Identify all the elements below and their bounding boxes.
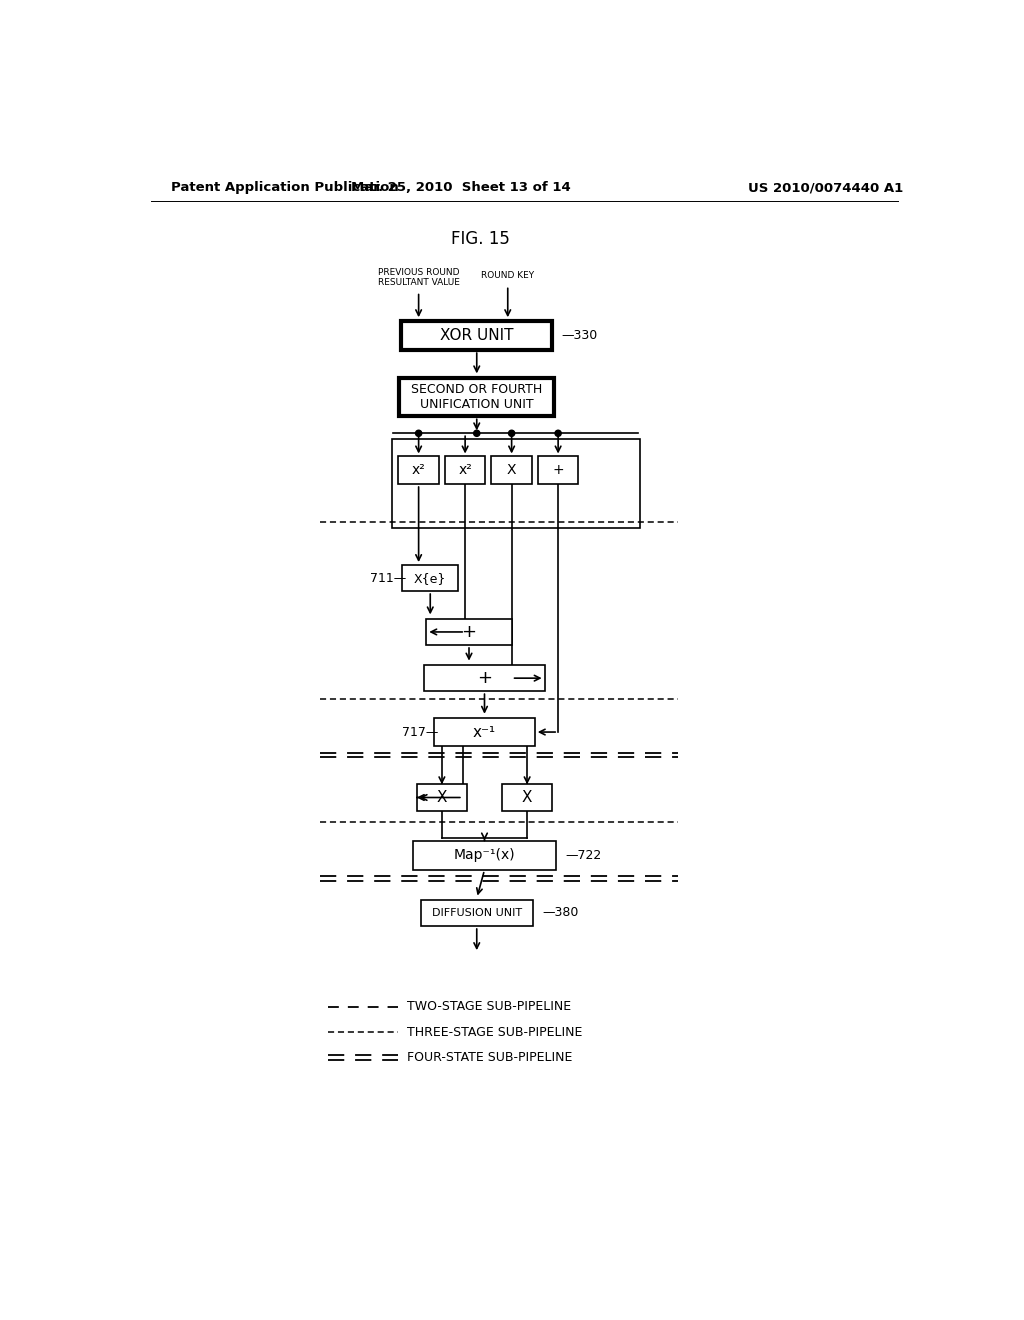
Text: FOUR-STATE SUB-PIPELINE: FOUR-STATE SUB-PIPELINE	[407, 1051, 572, 1064]
Bar	[398, 457, 438, 484]
Bar	[426, 619, 512, 645]
Text: +: +	[552, 463, 564, 478]
Bar	[401, 321, 552, 350]
Text: x²: x²	[412, 463, 426, 478]
Bar	[502, 784, 552, 810]
Bar	[538, 457, 579, 484]
Text: Patent Application Publication: Patent Application Publication	[171, 181, 398, 194]
Bar	[413, 841, 556, 870]
Text: ROUND KEY: ROUND KEY	[481, 271, 535, 280]
Bar	[445, 457, 485, 484]
Text: +: +	[477, 669, 492, 688]
Text: X: X	[522, 789, 532, 805]
Bar	[417, 784, 467, 810]
Text: X: X	[436, 789, 447, 805]
Circle shape	[474, 430, 480, 437]
Text: SECOND OR FOURTH
UNIFICATION UNIT: SECOND OR FOURTH UNIFICATION UNIT	[411, 383, 543, 411]
Text: US 2010/0074440 A1: US 2010/0074440 A1	[748, 181, 903, 194]
Text: XOR UNIT: XOR UNIT	[440, 327, 513, 343]
Text: Mar. 25, 2010  Sheet 13 of 14: Mar. 25, 2010 Sheet 13 of 14	[351, 181, 571, 194]
Circle shape	[509, 430, 515, 437]
Bar	[399, 378, 554, 416]
Text: —330: —330	[561, 329, 598, 342]
Text: X{e}: X{e}	[414, 572, 446, 585]
Bar	[391, 440, 640, 528]
Text: x⁻¹: x⁻¹	[473, 725, 496, 739]
Bar	[492, 457, 531, 484]
Text: THREE-STAGE SUB-PIPELINE: THREE-STAGE SUB-PIPELINE	[407, 1026, 583, 1039]
Bar	[434, 718, 535, 746]
Bar	[424, 665, 545, 692]
Text: TWO-STAGE SUB-PIPELINE: TWO-STAGE SUB-PIPELINE	[407, 1001, 571, 1014]
Circle shape	[555, 430, 561, 437]
Text: +: +	[462, 623, 476, 642]
Text: DIFFUSION UNIT: DIFFUSION UNIT	[432, 908, 522, 917]
Text: Map⁻¹(x): Map⁻¹(x)	[454, 849, 515, 862]
Text: —380: —380	[543, 907, 579, 920]
Text: X: X	[507, 463, 516, 478]
Bar	[421, 900, 532, 927]
Text: FIG. 15: FIG. 15	[452, 230, 510, 248]
Text: 717—: 717—	[401, 726, 438, 739]
Text: —722: —722	[565, 849, 602, 862]
Text: PREVIOUS ROUND
RESULTANT VALUE: PREVIOUS ROUND RESULTANT VALUE	[378, 268, 460, 288]
Text: x²: x²	[459, 463, 472, 478]
Bar	[402, 565, 458, 591]
Circle shape	[416, 430, 422, 437]
Text: 711—: 711—	[370, 572, 407, 585]
